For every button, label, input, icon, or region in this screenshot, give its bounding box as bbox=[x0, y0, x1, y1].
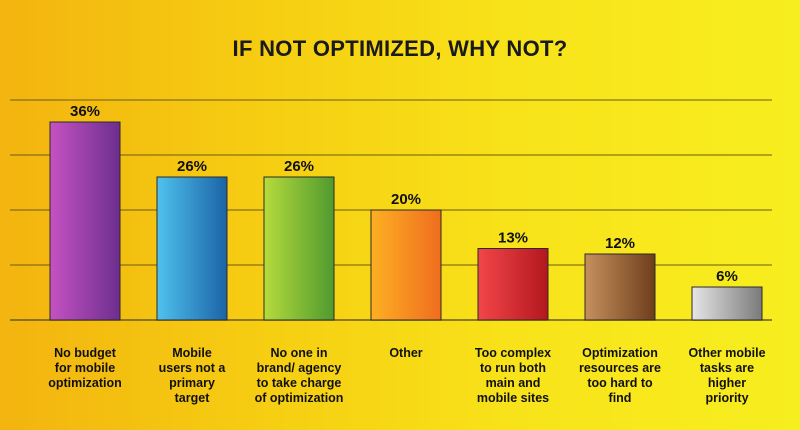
category-label: Other mobile tasks are higher priority bbox=[675, 346, 779, 406]
category-label-line: resources are bbox=[578, 361, 661, 375]
category-label-line: too hard to bbox=[587, 376, 653, 390]
bar bbox=[156, 176, 228, 321]
data-label: 20% bbox=[391, 191, 421, 208]
category-label-line: No budget bbox=[54, 346, 116, 360]
category-label: Too complex to run both main and mobile sit… bbox=[461, 346, 565, 406]
category-label: No one in brand/ agency to take charge of o… bbox=[247, 346, 351, 406]
category-label-line: mobile sites bbox=[476, 391, 550, 405]
category-label-line: Mobile bbox=[172, 346, 212, 360]
bar bbox=[263, 176, 335, 321]
category-label-line: to take charge bbox=[256, 376, 342, 390]
chart-title: IF NOT OPTIMIZED, WHY NOT? bbox=[232, 36, 568, 61]
category-label-line: tasks are bbox=[699, 361, 755, 375]
category-label-line: No one in bbox=[270, 346, 328, 360]
category-label: No budget for mobile optimization bbox=[33, 346, 137, 391]
category-label-line: to run both bbox=[480, 361, 546, 375]
data-label: 26% bbox=[177, 158, 207, 175]
category-label: Optimization resources are too hard to find bbox=[568, 346, 672, 406]
category-label-line: Too complex bbox=[474, 346, 552, 360]
category-label-line: higher bbox=[707, 376, 747, 390]
category-label-line: main and bbox=[485, 376, 541, 390]
data-label: 36% bbox=[70, 103, 100, 120]
bar bbox=[691, 286, 763, 321]
category-label-line: optimization bbox=[48, 376, 122, 390]
bar bbox=[584, 253, 656, 321]
category-label-line: of optimization bbox=[254, 391, 344, 405]
category-label-line: target bbox=[174, 391, 210, 405]
category-label-line: primary bbox=[169, 376, 215, 390]
category-label-line: Optimization bbox=[582, 346, 658, 360]
bar bbox=[49, 121, 121, 321]
category-label: Mobile users not a primary target bbox=[140, 346, 244, 406]
bar bbox=[370, 209, 442, 321]
data-label: 6% bbox=[716, 268, 738, 285]
category-label-line: for mobile bbox=[54, 361, 116, 375]
data-label: 12% bbox=[605, 235, 635, 252]
category-label-line: brand/ agency bbox=[256, 361, 342, 375]
category-label-line: priority bbox=[705, 391, 749, 405]
data-label: 13% bbox=[498, 230, 528, 247]
category-label-line: users not a bbox=[158, 361, 226, 375]
bar bbox=[477, 248, 549, 321]
data-label: 26% bbox=[284, 158, 314, 175]
category-label: Other bbox=[354, 346, 458, 361]
category-label-line: find bbox=[608, 391, 632, 405]
category-label-line: Other bbox=[389, 346, 423, 360]
category-label-line: Other mobile bbox=[688, 346, 766, 360]
